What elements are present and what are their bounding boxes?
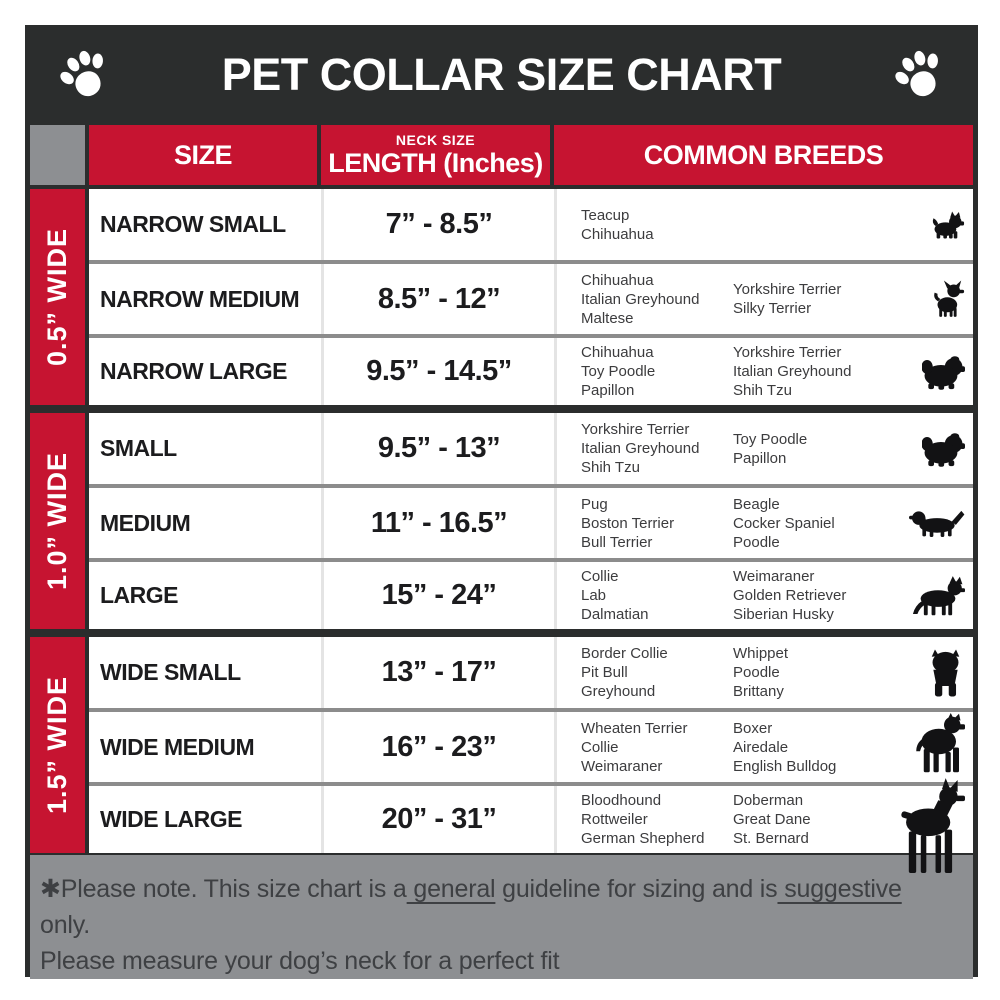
size-cell: WIDE SMALL <box>100 659 241 685</box>
breeds-cell: Chihuahua Toy Poodle Papillon Yorkshire Ter… <box>554 338 973 405</box>
neck-length-cell: 13” - 17” <box>321 637 554 708</box>
paw-print-icon <box>895 50 938 97</box>
table-row: WIDE MEDIUM 16” - 23” Wheaten Terrier Colli… <box>89 708 973 782</box>
beagle-icon <box>909 508 965 538</box>
collar-width-label: 1.5” WIDE <box>42 675 72 815</box>
breed-list-column-2: Whippet Poodle Brittany <box>733 645 789 700</box>
breeds-cell: Wheaten Terrier Collie Weimaraner Boxer Aire… <box>554 712 973 782</box>
table-row: NARROW SMALL 7” - 8.5” Teacup Chihuahua <box>89 189 973 260</box>
paw-print-icon <box>60 50 103 97</box>
neck-length-cell: 15” - 24” <box>321 562 554 629</box>
column-header-size: SIZE <box>89 125 317 185</box>
neck-length-cell: 9.5” - 13” <box>321 413 554 484</box>
breed-list-column-1: Border Collie Pit Bull Greyhound <box>581 645 668 700</box>
breed-list-column-1: Wheaten Terrier Collie Weimaraner <box>581 719 688 775</box>
column-header-breeds: COMMON BREEDS <box>554 125 973 185</box>
table-header-row: SIZE NECK SIZE LENGTH (Inches) COMMON BR… <box>30 125 973 185</box>
neck-length-cell: 11” - 16.5” <box>321 488 554 558</box>
breed-list-column-1: Bloodhound Rottweiler German Shepherd <box>581 792 705 847</box>
breed-list-column-1: Chihuahua Italian Greyhound Maltese <box>581 271 700 327</box>
underlined-word: general <box>406 875 496 903</box>
neck-length-cell: 8.5” - 12” <box>321 264 554 334</box>
footer-line-1: ✱Please note. This size chart is a gener… <box>40 875 902 939</box>
breeds-cell: Pug Boston Terrier Bull Terrier Beagle Cocke… <box>554 488 973 558</box>
breed-list-column-2: Yorkshire Terrier Silky Terrier <box>733 281 842 317</box>
breed-list-column-2: Beagle Cocker Spaniel Poodle <box>733 495 835 551</box>
pit-bull-icon <box>914 712 965 774</box>
neck-length-cell: 9.5” - 14.5” <box>321 338 554 405</box>
table-row: MEDIUM 11” - 16.5” Pug Boston Terrier Bull T… <box>89 484 973 558</box>
collar-width-sidebar: 1.5” WIDE <box>30 637 85 853</box>
breed-list-column-2: Weimaraner Golden Retriever Siberian Husky <box>733 568 847 623</box>
neck-length-cell: 20” - 31” <box>321 786 554 853</box>
shih-tzu-icon <box>922 354 965 390</box>
collar-width-label: 1.0” WIDE <box>42 451 72 591</box>
table-row: SMALL 9.5” - 13” Yorkshire Terrier Italian … <box>89 413 973 484</box>
chihuahua-icon <box>932 280 965 318</box>
breeds-cell: Yorkshire Terrier Italian Greyhound Shih T… <box>554 413 973 484</box>
collar-width-label: 0.5” WIDE <box>42 227 72 367</box>
size-cell: NARROW MEDIUM <box>100 285 300 312</box>
breed-list-column-2: Yorkshire Terrier Italian Greyhound Shih T… <box>733 344 852 399</box>
size-cell: WIDE LARGE <box>100 806 242 832</box>
bulldog-icon <box>926 649 965 696</box>
footer-note: ✱Please note. This size chart is a gener… <box>30 855 973 979</box>
group-rows: NARROW SMALL 7” - 8.5” Teacup Chihuahua NARR… <box>89 189 973 405</box>
column-header-neck-sub: NECK SIZE <box>395 132 476 148</box>
german-shepherd-icon <box>911 575 965 616</box>
neck-length-cell: 7” - 8.5” <box>321 189 554 260</box>
table-body: 0.5” WIDE NARROW SMALL 7” - 8.5” Teacup Chih… <box>30 189 973 874</box>
table-row: WIDE LARGE 20” - 31” Bloodhound Rottweiler G… <box>89 778 973 874</box>
underlined-word: suggestive <box>777 875 902 903</box>
breed-list-column-2: Doberman Great Dane St. Bernard <box>733 792 811 847</box>
size-group: 1.5” WIDE WIDE SMALL 13” - 17” Border Colli… <box>30 637 973 874</box>
neck-length-cell: 16” - 23” <box>321 712 554 782</box>
breed-list-column-1: Yorkshire Terrier Italian Greyhound Shih T… <box>581 421 700 476</box>
size-cell: SMALL <box>100 435 177 461</box>
breed-list-column-2: Toy Poodle Papillon <box>733 430 808 467</box>
footer-line-2: Please measure your dog’s neck for a per… <box>40 947 560 975</box>
table-row: NARROW MEDIUM 8.5” - 12” Chihuahua Italian … <box>89 260 973 334</box>
column-header-neck-main: LENGTH (Inches) <box>328 148 543 178</box>
table-row: NARROW LARGE 9.5” - 14.5” Chihuahua Toy Poo… <box>89 334 973 405</box>
shih-tzu-icon <box>922 431 965 467</box>
collar-width-sidebar: 0.5” WIDE <box>30 189 85 405</box>
breeds-cell: Border Collie Pit Bull Greyhound Whippet Poo… <box>554 637 973 708</box>
size-cell: NARROW SMALL <box>100 211 286 237</box>
column-header-neck-size: NECK SIZE LENGTH (Inches) <box>321 125 550 185</box>
corner-block <box>30 125 85 185</box>
breeds-cell: Bloodhound Rottweiler German Shepherd Dober… <box>554 778 973 874</box>
size-cell: NARROW LARGE <box>100 358 287 384</box>
size-cell: LARGE <box>100 582 179 608</box>
group-rows: WIDE SMALL 13” - 17” Border Collie Pit Bull… <box>89 637 973 874</box>
breed-list-column-1: Pug Boston Terrier Bull Terrier <box>581 495 675 551</box>
size-group: 0.5” WIDE NARROW SMALL 7” - 8.5” Teacup Chih… <box>30 189 973 405</box>
group-rows: SMALL 9.5” - 13” Yorkshire Terrier Italian … <box>89 413 973 629</box>
breed-list-column-1: Collie Lab Dalmatian <box>581 568 649 623</box>
breeds-cell: Teacup Chihuahua <box>554 189 973 260</box>
breed-list-column-1: Teacup Chihuahua <box>581 206 654 243</box>
collar-width-sidebar: 1.0” WIDE <box>30 413 85 629</box>
size-group: 1.0” WIDE SMALL 9.5” - 13” Yorkshire Terrie… <box>30 413 973 629</box>
breed-list-column-1: Chihuahua Toy Poodle Papillon <box>581 344 656 399</box>
breed-list-column-2: Boxer Airedale English Bulldog <box>733 719 837 775</box>
size-cell: MEDIUM <box>100 509 191 536</box>
size-cell: WIDE MEDIUM <box>100 733 255 760</box>
chart-frame: PET COLLAR SIZE CHART SIZE NECK SIZE LEN… <box>25 25 978 979</box>
doberman-icon <box>895 777 965 876</box>
table-row: LARGE 15” - 24” Collie Lab Dalmatian Weimaran… <box>89 558 973 629</box>
yorkie-icon <box>931 210 965 239</box>
title-bar: PET COLLAR SIZE CHART <box>30 25 973 125</box>
breeds-cell: Collie Lab Dalmatian Weimaraner Golden Retri… <box>554 562 973 629</box>
breeds-cell: Chihuahua Italian Greyhound Maltese Yorkshi… <box>554 264 973 334</box>
table-row: WIDE SMALL 13” - 17” Border Collie Pit Bull… <box>89 637 973 708</box>
page-title: PET COLLAR SIZE CHART <box>221 49 782 100</box>
